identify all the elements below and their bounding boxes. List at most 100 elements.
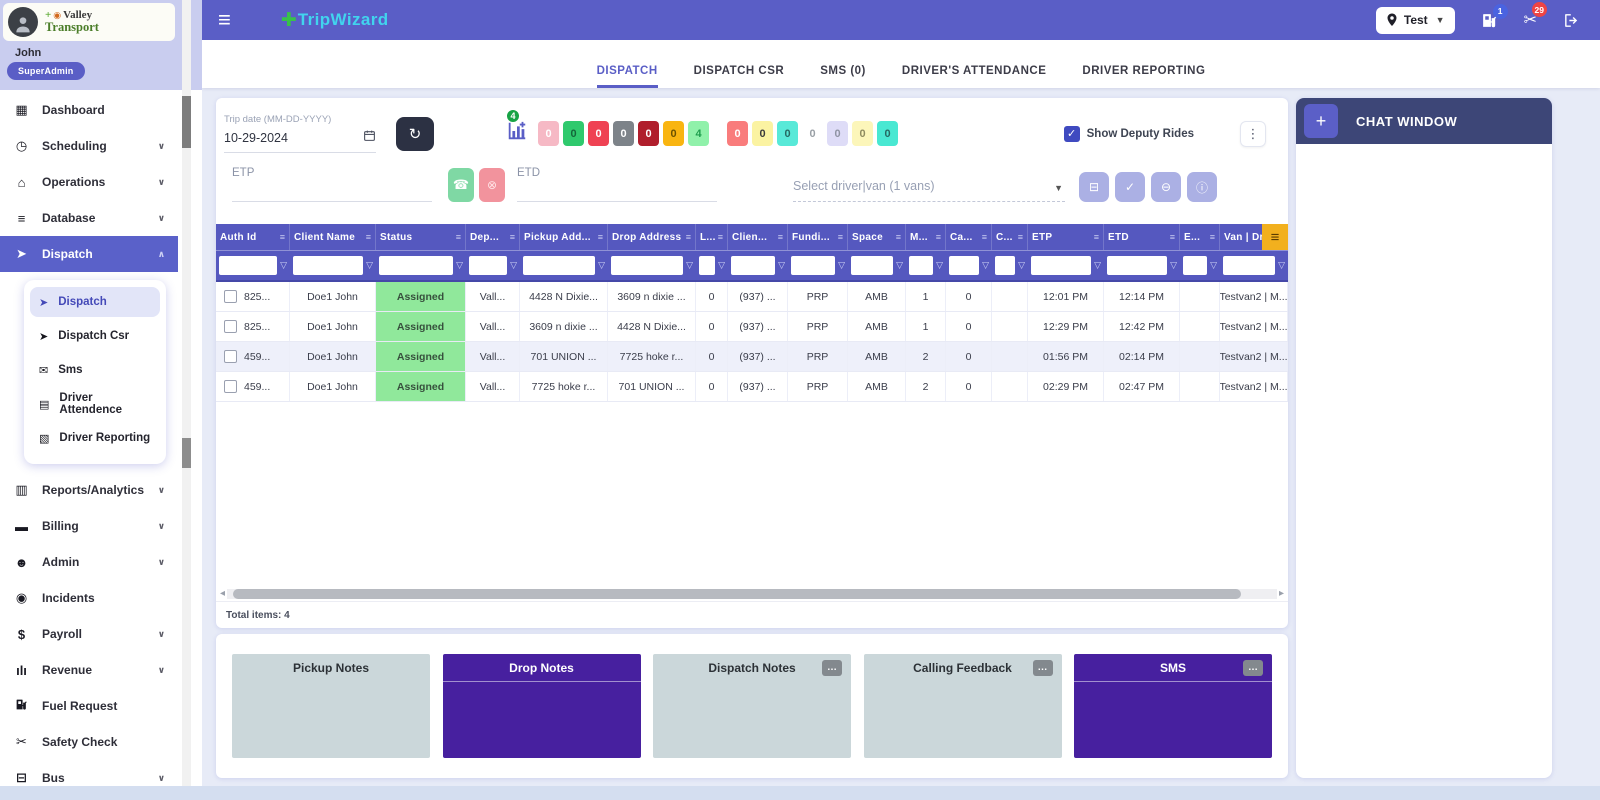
column-header-c[interactable]: C... ≡: [992, 224, 1028, 250]
etp-field[interactable]: ETP: [232, 162, 432, 202]
filter-funnel-icon[interactable]: ▽: [456, 260, 463, 270]
filter-funnel-icon[interactable]: ▽: [1278, 260, 1285, 270]
cancel-call-button[interactable]: ⊗: [479, 168, 505, 202]
panel-dispatch-notes[interactable]: Dispatch Notes…: [653, 654, 851, 758]
filter-input-van-dr[interactable]: [1223, 256, 1276, 275]
filter-funnel-icon[interactable]: ▽: [718, 260, 725, 270]
column-menu-icon[interactable]: ≡: [1093, 232, 1099, 242]
submenu-item-dispatch-csr[interactable]: ➤ Dispatch Csr: [30, 321, 160, 351]
filter-input-status[interactable]: [379, 256, 454, 275]
counter-chip-group1-4[interactable]: 0: [613, 121, 634, 146]
column-menu-icon[interactable]: ≡: [1209, 232, 1215, 242]
row-checkbox[interactable]: [224, 350, 237, 363]
counter-chip-group2-6[interactable]: 0: [852, 121, 873, 146]
filter-input-auth-id[interactable]: [219, 256, 278, 275]
tab-driver-reporting[interactable]: DRIVER REPORTING: [1082, 65, 1206, 77]
column-menu-icon[interactable]: ≡: [935, 232, 941, 242]
column-header-ca[interactable]: Ca... ≡: [946, 224, 992, 250]
table-row[interactable]: 459... Doe1 John Assigned Vall... 701 UNION …: [216, 342, 1288, 372]
table-row[interactable]: 825... Doe1 John Assigned Vall... 4428 N Dix…: [216, 282, 1288, 312]
filter-funnel-icon[interactable]: ▽: [896, 260, 903, 270]
panel-drop-notes[interactable]: Drop Notes: [442, 654, 641, 758]
counter-chip-group2-2[interactable]: 0: [752, 121, 773, 146]
filter-input-ca[interactable]: [949, 256, 980, 275]
filter-funnel-icon[interactable]: ▽: [1094, 260, 1101, 270]
sidebar-item-safety-check[interactable]: ✂ Safety Check: [0, 724, 178, 760]
column-header-client-name[interactable]: Client Name ≡: [290, 224, 376, 250]
info-button[interactable]: ⓘ: [1187, 172, 1217, 202]
etd-field[interactable]: ETD: [517, 162, 717, 202]
column-header-pickup-add[interactable]: Pickup Add... ≡: [520, 224, 608, 250]
column-menu-icon[interactable]: ≡: [837, 232, 843, 242]
stats-chart-button[interactable]: 4: [506, 109, 528, 147]
column-header-drop-address[interactable]: Drop Address ≡: [608, 224, 696, 250]
row-checkbox[interactable]: [224, 290, 237, 303]
filter-input-m[interactable]: [909, 256, 934, 275]
filter-input-l[interactable]: [699, 256, 716, 275]
column-menu-icon[interactable]: ≡: [279, 232, 285, 242]
table-row[interactable]: 825... Doe1 John Assigned Vall... 3609 n dix…: [216, 312, 1288, 342]
counter-chip-group1-6[interactable]: 0: [663, 121, 684, 146]
counter-chip-group1-5[interactable]: 0: [638, 121, 659, 146]
column-menu-icon[interactable]: ≡: [455, 232, 461, 242]
checkbox-checked-icon[interactable]: ✓: [1063, 125, 1080, 142]
column-header-e[interactable]: E... ≡: [1180, 224, 1220, 250]
filter-input-e[interactable]: [1183, 256, 1208, 275]
safety-check-button[interactable]: ✂ 29: [1524, 2, 1547, 30]
sidebar-item-operations[interactable]: ⌂ Operations ∨: [0, 164, 178, 200]
row-checkbox[interactable]: [224, 380, 237, 393]
column-menu-icon[interactable]: ≡: [365, 232, 371, 242]
assign-van-button[interactable]: ⊟: [1079, 172, 1109, 202]
sidebar-item-database[interactable]: ≡ Database ∨: [0, 200, 178, 236]
tab-dispatch[interactable]: DISPATCH: [596, 65, 658, 88]
scrollbar-thumb[interactable]: [182, 96, 191, 148]
trip-date-field[interactable]: Trip date (MM-DD-YYYY) 10-29-2024: [224, 114, 376, 153]
sidebar-item-billing[interactable]: ▬ Billing ∨: [0, 508, 178, 544]
more-options-button[interactable]: ⋮: [1240, 120, 1266, 147]
sidebar-item-scheduling[interactable]: ◷ Scheduling ∨: [0, 128, 178, 164]
trip-date-value[interactable]: 10-29-2024: [224, 131, 288, 145]
sidebar-item-reports-analytics[interactable]: ▥ Reports/Analytics ∨: [0, 472, 178, 508]
panel-calling-feedback[interactable]: Calling Feedback…: [863, 654, 1062, 758]
filter-funnel-icon[interactable]: ▽: [1170, 260, 1177, 270]
menu-toggle-icon[interactable]: ≡: [218, 7, 231, 32]
counter-chip-group1-7[interactable]: 4: [688, 121, 709, 146]
driver-van-select[interactable]: Select driver|van (1 vans) ▼: [793, 162, 1065, 202]
panel-sms[interactable]: SMS…: [1074, 654, 1272, 758]
filter-input-fundi[interactable]: [791, 256, 836, 275]
filter-funnel-icon[interactable]: ▽: [1018, 260, 1025, 270]
sidebar-item-dashboard[interactable]: ▦ Dashboard: [0, 92, 178, 128]
filter-input-dep[interactable]: [469, 256, 508, 275]
column-menu-icon[interactable]: ≡: [597, 232, 603, 242]
column-menu-icon[interactable]: ≡: [1017, 232, 1023, 242]
fuel-request-button[interactable]: 1: [1481, 3, 1508, 29]
counter-chip-group2-7[interactable]: 0: [877, 121, 898, 146]
column-menu-icon[interactable]: ≡: [895, 232, 901, 242]
remove-button[interactable]: ⊖: [1151, 172, 1181, 202]
confirm-button[interactable]: ✓: [1115, 172, 1145, 202]
tab-driver-s-attendance[interactable]: DRIVER'S ATTENDANCE: [901, 65, 1047, 77]
column-header-status[interactable]: Status ≡: [376, 224, 466, 250]
filter-input-pickup-add[interactable]: [523, 256, 596, 275]
filter-input-space[interactable]: [851, 256, 894, 275]
filter-input-etp[interactable]: [1031, 256, 1092, 275]
tab-dispatch-csr[interactable]: DISPATCH CSR: [693, 65, 785, 77]
column-header-auth-id[interactable]: Auth Id ≡: [216, 224, 290, 250]
scrollbar-thumb[interactable]: [233, 589, 1241, 599]
counter-chip-group1-3[interactable]: 0: [588, 121, 609, 146]
column-menu-icon[interactable]: ≡: [685, 232, 691, 242]
column-header-l[interactable]: L... ≡: [696, 224, 728, 250]
show-deputy-rides[interactable]: ✓ Show Deputy Rides: [1063, 125, 1194, 142]
counter-chip-group2-4[interactable]: 0: [809, 127, 816, 140]
sidebar-item-incidents[interactable]: ◉ Incidents: [0, 580, 178, 616]
tab-sms-0[interactable]: SMS (0): [820, 65, 866, 77]
counter-chip-group2-1[interactable]: 0: [727, 121, 748, 146]
row-checkbox[interactable]: [224, 320, 237, 333]
column-menu-icon[interactable]: ≡: [777, 232, 783, 242]
filter-funnel-icon[interactable]: ▽: [686, 260, 693, 270]
submenu-item-sms[interactable]: ✉ Sms: [30, 355, 160, 385]
filter-input-client-name[interactable]: [293, 256, 364, 275]
column-header-etd[interactable]: ETD ≡: [1104, 224, 1180, 250]
sidebar-item-bus[interactable]: ⊟ Bus ∨: [0, 760, 178, 796]
sidebar-item-admin[interactable]: ☻ Admin ∨: [0, 544, 178, 580]
